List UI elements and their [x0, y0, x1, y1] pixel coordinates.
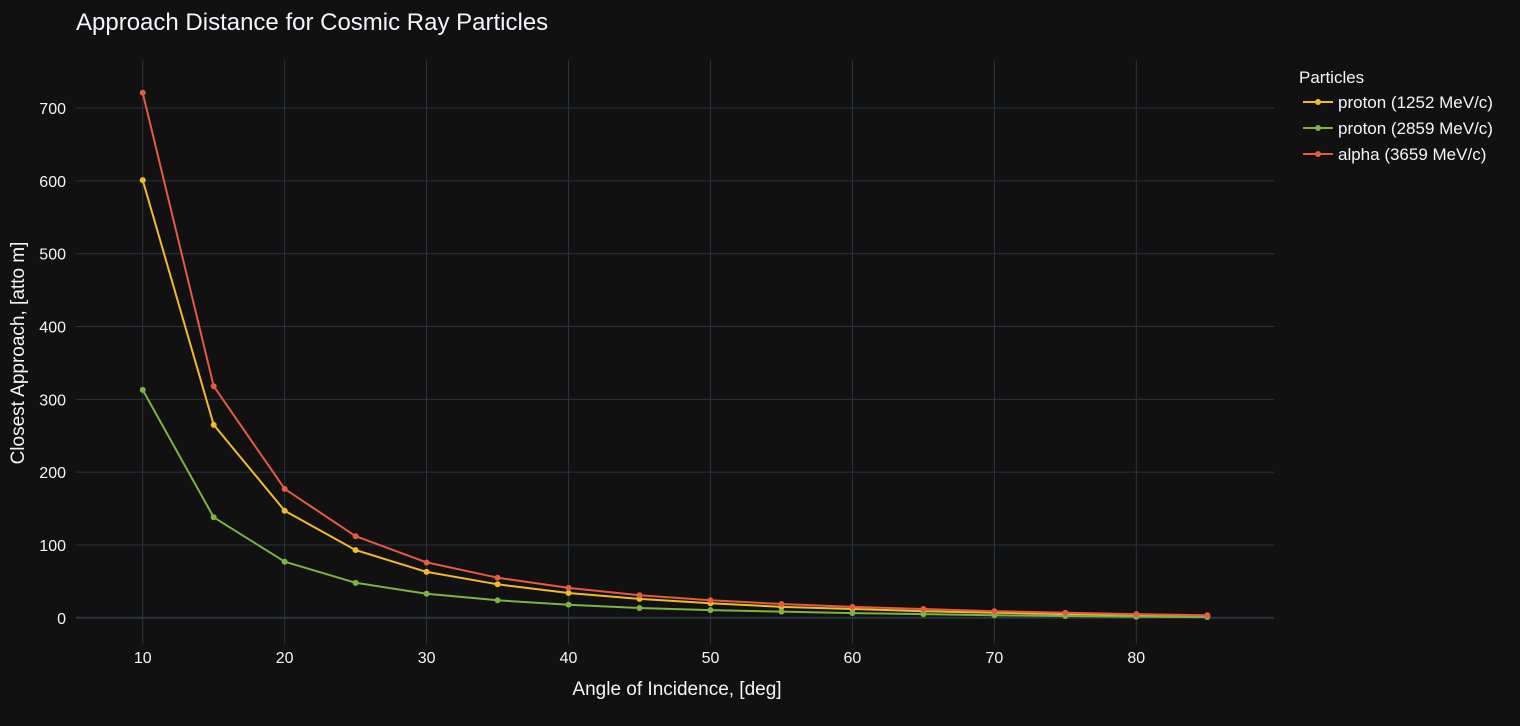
- data-point: [352, 533, 359, 540]
- data-point: [281, 507, 288, 514]
- grid: [76, 60, 1274, 644]
- legend: Particles proton (1252 MeV/c) proton (285…: [1299, 68, 1493, 164]
- legend-item[interactable]: proton (1252 MeV/c): [1303, 93, 1493, 112]
- legend-label: alpha (3659 MeV/c): [1338, 145, 1486, 164]
- y-axis-title: Closest Approach, [atto m]: [8, 242, 29, 465]
- data-point: [1062, 609, 1069, 616]
- data-point: [1133, 611, 1140, 618]
- y-tick-label: 500: [39, 247, 66, 264]
- x-axis-title: Angle of Incidence, [deg]: [572, 679, 781, 700]
- data-point: [210, 421, 217, 428]
- data-point: [423, 559, 430, 566]
- y-tick-label: 200: [39, 465, 66, 482]
- data-point: [778, 600, 785, 607]
- legend-title: Particles: [1299, 68, 1364, 87]
- data-point: [139, 177, 146, 184]
- y-tick-label: 300: [39, 392, 66, 409]
- plot-area: [139, 89, 1211, 621]
- x-tick-label: 20: [276, 650, 294, 667]
- legend-label: proton (1252 MeV/c): [1338, 93, 1493, 112]
- y-axis-ticks: 0 100 200 300 400 500 600 700: [39, 101, 66, 628]
- y-tick-label: 700: [39, 101, 66, 118]
- legend-marker: [1315, 125, 1321, 131]
- legend-item[interactable]: alpha (3659 MeV/c): [1303, 145, 1486, 164]
- data-point: [991, 608, 998, 615]
- data-point: [920, 611, 927, 618]
- y-tick-label: 0: [57, 611, 66, 628]
- x-tick-label: 50: [702, 650, 720, 667]
- series-line: [141, 179, 1208, 617]
- x-tick-label: 40: [560, 650, 578, 667]
- data-point: [849, 603, 856, 610]
- data-point: [494, 581, 501, 588]
- series-line: [141, 389, 1208, 619]
- y-tick-label: 100: [39, 538, 66, 555]
- legend-label: proton (2859 MeV/c): [1338, 119, 1493, 138]
- data-point: [423, 568, 430, 575]
- data-point: [423, 590, 430, 597]
- series-3: [139, 89, 1211, 619]
- data-point: [778, 608, 785, 615]
- data-point: [281, 558, 288, 565]
- data-point: [565, 584, 572, 591]
- x-tick-label: 60: [844, 650, 862, 667]
- y-tick-label: 600: [39, 174, 66, 191]
- legend-marker: [1315, 151, 1321, 157]
- series-1: [139, 177, 1211, 619]
- data-point: [565, 590, 572, 597]
- y-tick-label: 400: [39, 320, 66, 337]
- data-point: [210, 514, 217, 521]
- data-point: [352, 579, 359, 586]
- data-point: [139, 89, 146, 96]
- data-point: [494, 597, 501, 604]
- legend-marker: [1315, 99, 1321, 105]
- chart-title: Approach Distance for Cosmic Ray Particl…: [76, 9, 548, 36]
- series-2: [139, 386, 1211, 621]
- series-line: [141, 92, 1208, 617]
- data-point: [707, 597, 714, 604]
- data-point: [210, 383, 217, 390]
- data-point: [1204, 612, 1211, 619]
- x-tick-label: 80: [1127, 650, 1145, 667]
- x-tick-label: 30: [418, 650, 436, 667]
- x-tick-label: 70: [985, 650, 1003, 667]
- x-axis-ticks: 10 20 30 40 50 60 70 80: [134, 650, 1146, 667]
- legend-item[interactable]: proton (2859 MeV/c): [1303, 119, 1493, 138]
- data-point: [139, 386, 146, 393]
- data-point: [636, 592, 643, 599]
- x-tick-label: 10: [134, 650, 152, 667]
- data-point: [636, 604, 643, 611]
- data-point: [707, 607, 714, 614]
- data-point: [281, 485, 288, 492]
- data-point: [849, 610, 856, 617]
- data-point: [352, 547, 359, 554]
- data-point: [494, 574, 501, 581]
- data-point: [565, 601, 572, 608]
- data-point: [920, 606, 927, 613]
